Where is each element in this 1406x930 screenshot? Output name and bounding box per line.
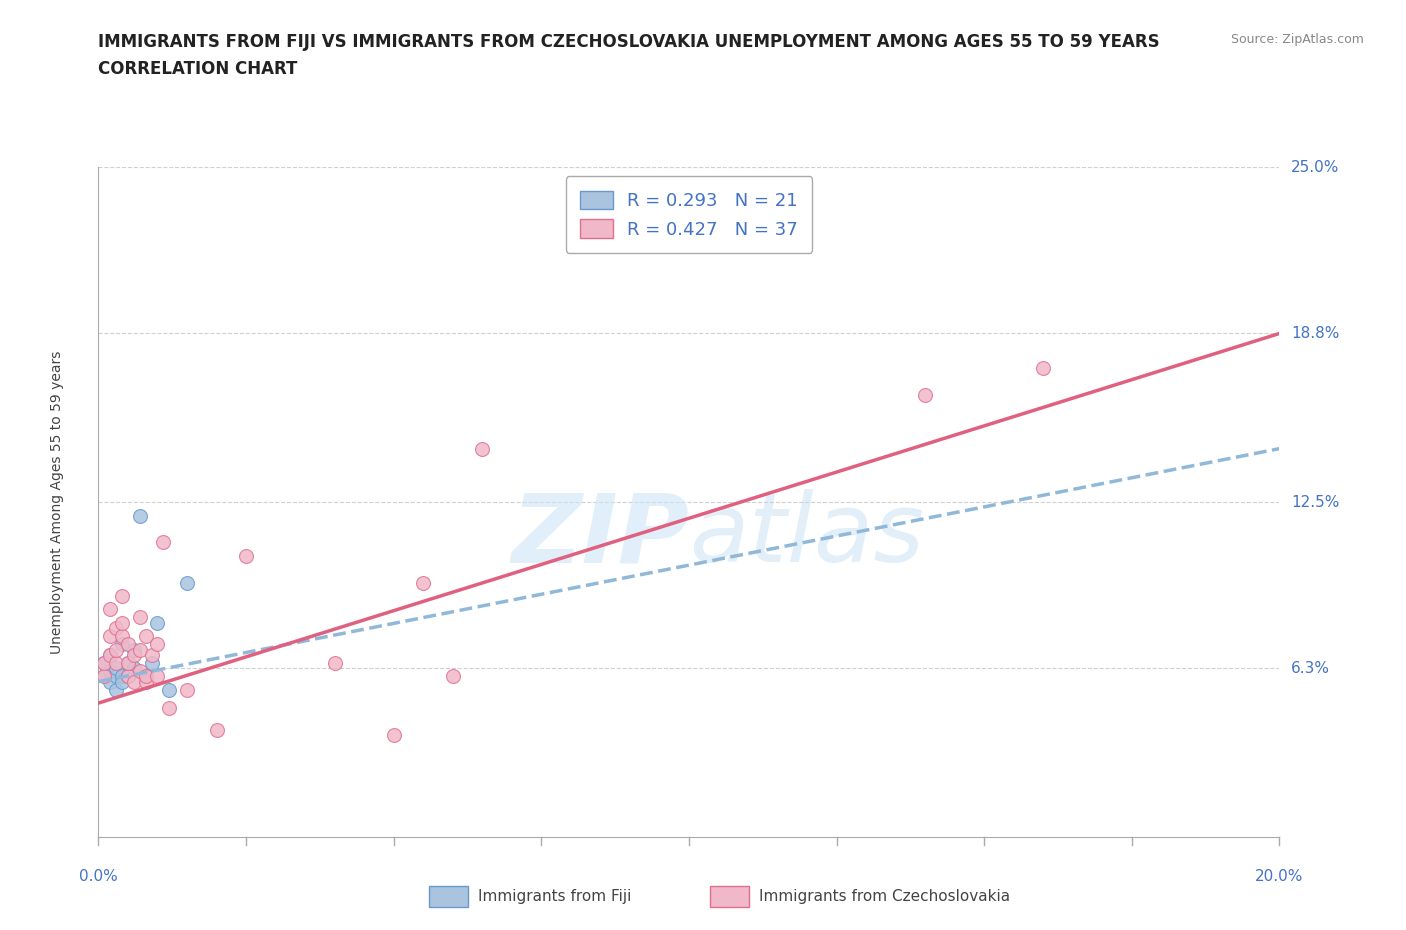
Point: [471, 441, 494, 456]
Point: [176, 575, 198, 590]
Point: [93, 656, 115, 671]
Point: [128, 663, 150, 678]
Text: Unemployment Among Ages 55 to 59 years: Unemployment Among Ages 55 to 59 years: [51, 351, 65, 654]
Point: [135, 674, 157, 689]
Point: [323, 656, 346, 671]
Point: [98, 663, 121, 678]
Point: [93, 669, 115, 684]
Point: [122, 674, 145, 689]
Point: [105, 620, 128, 635]
Point: [135, 669, 157, 684]
Text: 6.3%: 6.3%: [1291, 660, 1330, 676]
Point: [441, 669, 464, 684]
Point: [135, 629, 157, 644]
Text: 18.8%: 18.8%: [1291, 326, 1340, 341]
Text: 0.0%: 0.0%: [79, 870, 118, 884]
Point: [122, 647, 145, 662]
Point: [152, 535, 174, 550]
Text: atlas: atlas: [689, 489, 924, 582]
Point: [98, 602, 121, 617]
Point: [176, 683, 198, 698]
Point: [1032, 361, 1054, 376]
Point: [93, 656, 115, 671]
Text: Immigrants from Fiji: Immigrants from Fiji: [478, 889, 631, 904]
Point: [111, 589, 134, 604]
Point: [98, 647, 121, 662]
Point: [98, 647, 121, 662]
Text: Source: ZipAtlas.com: Source: ZipAtlas.com: [1230, 33, 1364, 46]
Point: [235, 549, 257, 564]
Point: [412, 575, 434, 590]
Text: ZIP: ZIP: [510, 489, 689, 582]
Point: [128, 642, 150, 657]
Point: [135, 669, 157, 684]
Point: [105, 683, 128, 698]
Text: Immigrants from Czechoslovakia: Immigrants from Czechoslovakia: [759, 889, 1011, 904]
Point: [141, 647, 163, 662]
Point: [914, 388, 936, 403]
Point: [105, 642, 128, 657]
Point: [105, 656, 128, 671]
Point: [128, 508, 150, 523]
Text: 25.0%: 25.0%: [1291, 160, 1340, 175]
Point: [117, 656, 139, 671]
Legend: R = 0.293   N = 21, R = 0.427   N = 37: R = 0.293 N = 21, R = 0.427 N = 37: [565, 177, 813, 253]
Point: [111, 629, 134, 644]
Point: [128, 610, 150, 625]
Text: 12.5%: 12.5%: [1291, 495, 1340, 510]
Point: [146, 669, 169, 684]
Point: [93, 669, 115, 684]
Text: 20.0%: 20.0%: [1256, 870, 1303, 884]
Point: [105, 669, 128, 684]
Point: [205, 723, 228, 737]
Point: [146, 637, 169, 652]
Text: IMMIGRANTS FROM FIJI VS IMMIGRANTS FROM CZECHOSLOVAKIA UNEMPLOYMENT AMONG AGES 5: IMMIGRANTS FROM FIJI VS IMMIGRANTS FROM …: [98, 33, 1160, 50]
Point: [382, 728, 405, 743]
Point: [98, 629, 121, 644]
Point: [111, 674, 134, 689]
Point: [105, 661, 128, 676]
Point: [111, 637, 134, 652]
Point: [111, 616, 134, 631]
Point: [117, 669, 139, 684]
Point: [141, 656, 163, 671]
Point: [117, 669, 139, 684]
Point: [117, 637, 139, 652]
Point: [122, 661, 145, 676]
Point: [98, 674, 121, 689]
Point: [117, 656, 139, 671]
Point: [122, 642, 145, 657]
Point: [157, 701, 180, 716]
Point: [111, 669, 134, 684]
Point: [146, 616, 169, 631]
Point: [157, 683, 180, 698]
Text: CORRELATION CHART: CORRELATION CHART: [98, 60, 298, 78]
